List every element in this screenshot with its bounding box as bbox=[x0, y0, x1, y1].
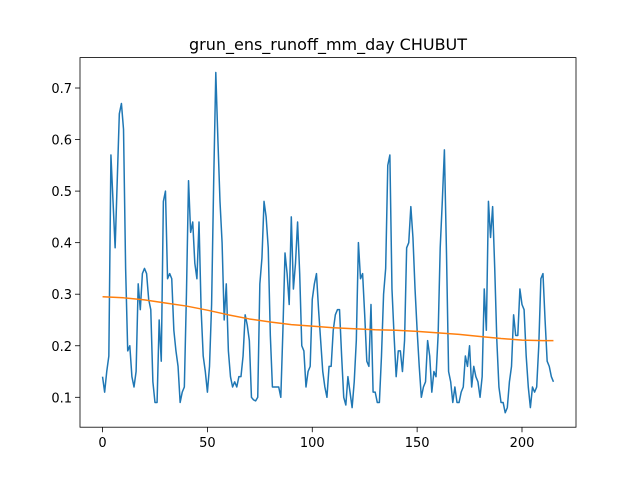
x-tick-label: 0 bbox=[98, 436, 106, 451]
y-tick-label: 0.2 bbox=[51, 340, 72, 355]
y-tick-label: 0.5 bbox=[51, 185, 72, 200]
chart-title: grun_ens_runoff_mm_day CHUBUT bbox=[189, 35, 467, 55]
y-tick-label: 0.6 bbox=[51, 134, 72, 149]
x-tick-label: 150 bbox=[405, 436, 430, 451]
y-tick-label: 0.3 bbox=[51, 288, 72, 303]
x-tick-label: 200 bbox=[510, 436, 535, 451]
x-tick-label: 50 bbox=[199, 436, 216, 451]
line bbox=[102, 296, 554, 342]
x-tick-label: 100 bbox=[300, 436, 325, 451]
y-tick-label: 0.7 bbox=[51, 82, 72, 97]
plot-frame bbox=[79, 57, 577, 428]
y-tick-label: 0.1 bbox=[51, 391, 72, 406]
y-tick-label: 0.4 bbox=[51, 237, 72, 252]
line bbox=[101, 71, 555, 414]
